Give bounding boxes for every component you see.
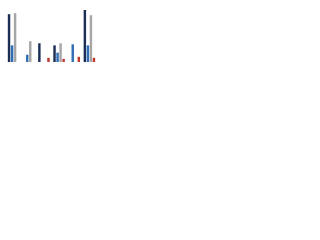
- bar: [26, 54, 29, 62]
- bar: [53, 45, 56, 62]
- bar: [89, 15, 93, 62]
- chart: [0, 0, 100, 71]
- bar: [83, 10, 87, 62]
- bar: [92, 57, 96, 62]
- bar: [13, 13, 17, 63]
- background: [0, 0, 100, 71]
- bar: [56, 52, 59, 62]
- bar: [71, 44, 74, 62]
- bar: [7, 14, 11, 62]
- bar: [47, 57, 50, 62]
- bar: [38, 43, 41, 62]
- bar: [29, 41, 32, 62]
- bar: [10, 45, 14, 62]
- bar: [62, 58, 65, 62]
- bar: [86, 45, 90, 62]
- bar: [59, 43, 62, 62]
- bar: [77, 56, 81, 62]
